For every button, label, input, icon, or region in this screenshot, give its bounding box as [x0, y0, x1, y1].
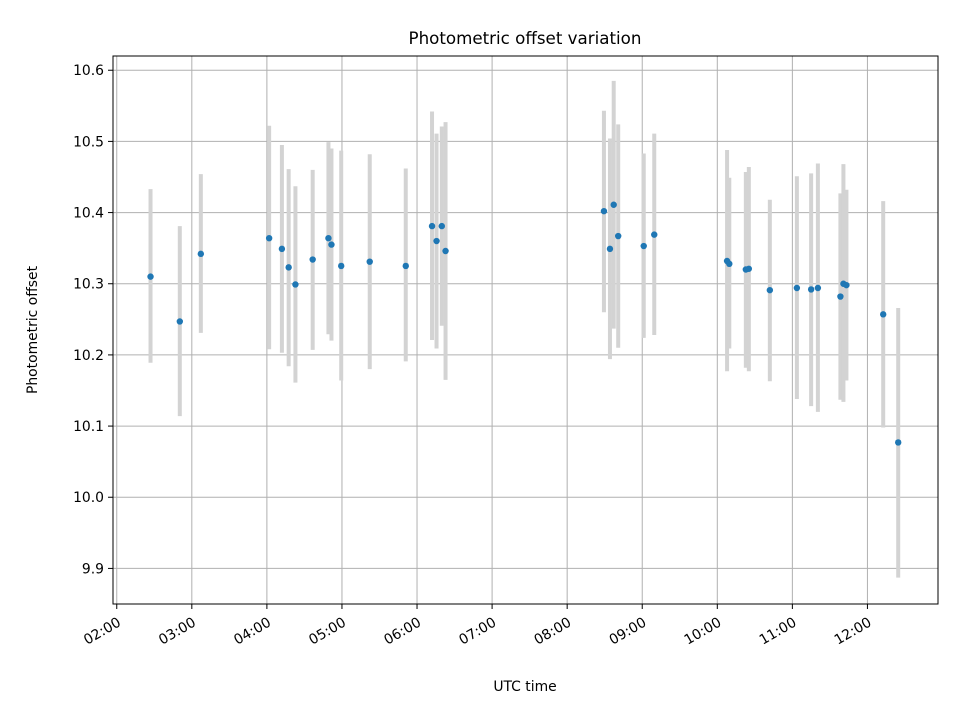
- y-tick-label-4: 10.3: [73, 277, 104, 293]
- y-tick-label-3: 10.2: [73, 348, 104, 364]
- grid-layer: [113, 56, 938, 604]
- data-point-35: [895, 439, 902, 446]
- data-point-4: [278, 245, 286, 253]
- x-axis-label: UTC time: [493, 679, 556, 695]
- data-point-22: [651, 231, 658, 238]
- data-point-3: [265, 234, 273, 242]
- data-point-33: [843, 281, 850, 289]
- data-point-8: [325, 234, 332, 242]
- data-point-26: [745, 265, 753, 272]
- y-tick-label-0: 9.9: [82, 561, 104, 577]
- data-point-5: [285, 264, 292, 271]
- data-point-31: [837, 293, 844, 300]
- data-point-7: [309, 256, 316, 263]
- y-tick-label-5: 10.4: [73, 206, 104, 222]
- data-point-1: [176, 318, 184, 325]
- data-point-14: [433, 237, 440, 245]
- data-point-16: [442, 247, 449, 255]
- data-point-20: [615, 232, 622, 240]
- y-tick-label-1: 10.0: [73, 490, 104, 506]
- y-axis-label: Photometric offset: [25, 265, 41, 394]
- data-point-6: [292, 281, 299, 288]
- data-point-28: [793, 284, 801, 292]
- data-point-15: [438, 222, 445, 230]
- data-point-19: [610, 201, 617, 208]
- data-point-18: [606, 245, 614, 253]
- data-point-27: [766, 286, 774, 294]
- data-point-34: [880, 311, 887, 318]
- y-tick-label-2: 10.1: [73, 419, 104, 435]
- plot-frame: [112, 55, 939, 605]
- data-point-29: [807, 286, 815, 293]
- data-point-30: [814, 284, 822, 292]
- y-tick-label-6: 10.5: [73, 134, 104, 150]
- y-tick-label-7: 10.6: [73, 63, 104, 79]
- data-point-10: [338, 262, 345, 270]
- data-point-17: [600, 207, 608, 215]
- y-axis: 9.9 10.0 10.1 10.2 10.3 10.4 10.5 10.6: [73, 63, 113, 577]
- data-point-11: [366, 258, 373, 265]
- data-point-24: [726, 260, 733, 268]
- data-point-9: [328, 241, 335, 248]
- point-layer: [147, 201, 902, 446]
- data-point-12: [402, 262, 409, 270]
- chart-title: Photometric offset variation: [409, 28, 642, 48]
- data-point-0: [147, 273, 154, 280]
- data-point-2: [197, 250, 205, 258]
- data-point-13: [428, 222, 436, 230]
- data-point-21: [640, 242, 647, 250]
